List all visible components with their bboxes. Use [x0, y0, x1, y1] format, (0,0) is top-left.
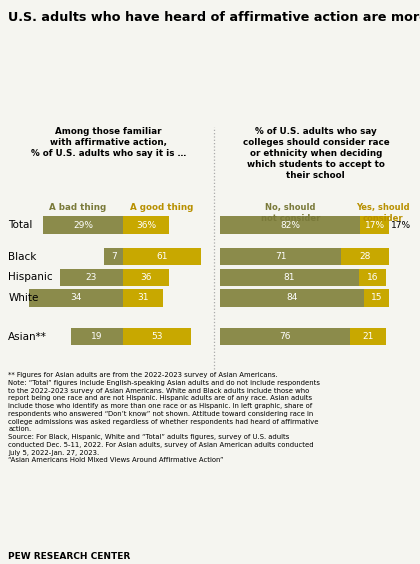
Bar [360, 217, 389, 234]
Text: 19: 19 [91, 332, 103, 341]
Bar [123, 289, 163, 307]
Bar [220, 268, 359, 286]
Bar [359, 268, 386, 286]
Text: 84: 84 [286, 293, 298, 302]
Text: 81: 81 [284, 273, 295, 282]
Bar [220, 217, 360, 234]
Text: 31: 31 [137, 293, 149, 302]
Text: Hispanic: Hispanic [8, 272, 53, 282]
Bar [220, 328, 350, 345]
Text: 34: 34 [71, 293, 82, 302]
Text: Asian**: Asian** [8, 332, 47, 342]
Bar [123, 217, 169, 234]
Text: Black: Black [8, 252, 37, 262]
Text: % of U.S. adults who say
colleges should consider race
or ethnicity when decidin: % of U.S. adults who say colleges should… [242, 127, 389, 180]
Bar [123, 268, 169, 286]
Text: 17%: 17% [391, 221, 412, 230]
Text: 16: 16 [367, 273, 378, 282]
Text: Total: Total [8, 220, 33, 230]
Bar [123, 328, 191, 345]
Text: 53: 53 [151, 332, 163, 341]
Bar [123, 248, 201, 266]
Text: A bad thing: A bad thing [49, 203, 107, 212]
Text: 61: 61 [156, 252, 168, 261]
Text: A good thing: A good thing [130, 203, 193, 212]
Text: U.S. adults who have heard of affirmative action are more likely to say it is go: U.S. adults who have heard of affirmativ… [8, 11, 420, 24]
Text: 71: 71 [275, 252, 286, 261]
Bar [364, 289, 389, 307]
Bar [220, 289, 364, 307]
Text: 28: 28 [360, 252, 371, 261]
Text: 23: 23 [86, 273, 97, 282]
Bar [71, 328, 123, 345]
Text: Among those familiar
with affirmative action,
% of U.S. adults who say it is …: Among those familiar with affirmative ac… [31, 127, 186, 158]
Bar [60, 268, 123, 286]
Text: 15: 15 [371, 293, 382, 302]
Bar [360, 217, 389, 234]
Text: 7: 7 [111, 252, 116, 261]
Text: 36: 36 [140, 273, 152, 282]
Text: No, should
not consider: No, should not consider [260, 203, 320, 223]
Text: PEW RESEARCH CENTER: PEW RESEARCH CENTER [8, 552, 131, 561]
Bar [341, 248, 389, 266]
Text: ** Figures for Asian adults are from the 2022-2023 survey of Asian Americans.
No: ** Figures for Asian adults are from the… [8, 372, 320, 464]
Text: 21: 21 [362, 332, 374, 341]
Text: 17%: 17% [365, 221, 385, 230]
Text: White: White [8, 293, 39, 303]
Bar [43, 217, 123, 234]
Bar [29, 289, 123, 307]
Bar [220, 248, 341, 266]
Text: Yes, should
consider: Yes, should consider [357, 203, 410, 223]
Text: 76: 76 [279, 332, 291, 341]
Text: 36%: 36% [136, 221, 156, 230]
Bar [104, 248, 123, 266]
Bar [350, 328, 386, 345]
Text: 82%: 82% [280, 221, 300, 230]
Text: 29%: 29% [73, 221, 93, 230]
